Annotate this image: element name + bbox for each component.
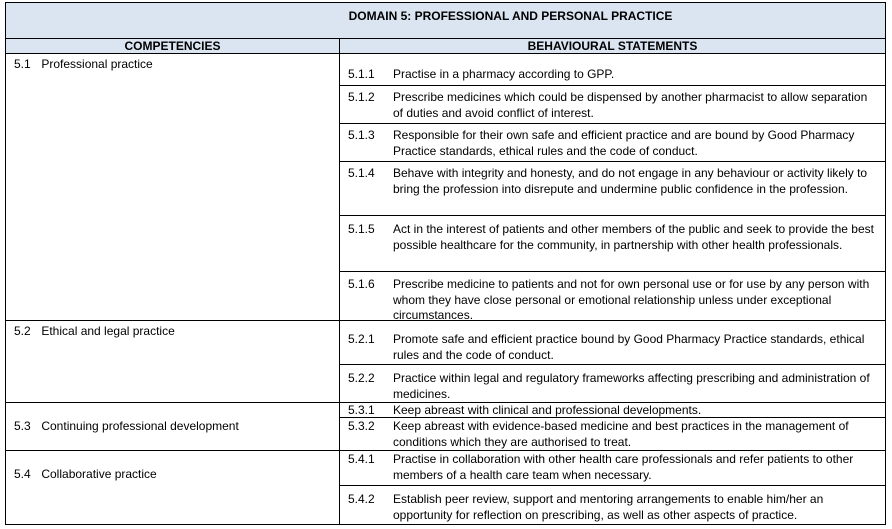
- statement-row: 5.1.6 Prescribe medicine to patients and…: [340, 272, 885, 322]
- statement-row: 5.1.1 Practise in a pharmacy according t…: [340, 54, 885, 86]
- competency-5-4: 5.4 Collaborative practice: [6, 451, 340, 524]
- competency-5-1: 5.1 Professional practice: [6, 54, 340, 321]
- statement-row: 5.3.1 Keep abreast with clinical and pro…: [340, 403, 885, 418]
- statement-row: 5.3.2 Keep abreast with evidence-based m…: [340, 418, 885, 451]
- statement-number: 5.1.5: [348, 222, 375, 236]
- statement-number: 5.3.2: [348, 419, 375, 433]
- statement-row: 5.2.2 Practice within legal and regulato…: [340, 365, 885, 403]
- statement-number: 5.1.3: [348, 128, 375, 142]
- statement-row: 5.1.3 Responsible for their own safe and…: [340, 124, 885, 162]
- competency-label: Ethical and legal practice: [41, 324, 175, 338]
- statement-text: Practise in collaboration with other hea…: [393, 452, 854, 482]
- competency-label: Professional practice: [41, 57, 153, 71]
- statement-text: Prescribe medicines which could be dispe…: [393, 90, 868, 120]
- statement-text: Promote safe and efficient practice boun…: [393, 332, 865, 362]
- statement-text: Prescribe medicine to patients and not f…: [393, 277, 870, 322]
- statement-text: Behave with integrity and honesty, and d…: [393, 166, 868, 196]
- statement-number: 5.2.2: [348, 371, 375, 385]
- statement-number: 5.1.2: [348, 90, 375, 104]
- statement-row: 5.2.1 Promote safe and efficient practic…: [340, 321, 885, 365]
- statement-row: 5.4.1 Practise in collaboration with oth…: [340, 451, 885, 486]
- statement-text: Practice within legal and regulatory fra…: [393, 371, 870, 401]
- statement-number: 5.4.2: [348, 492, 375, 506]
- statement-number: 5.1.6: [348, 277, 375, 291]
- statement-number: 5.1.1: [348, 67, 375, 81]
- statement-row: 5.1.2 Prescribe medicines which could be…: [340, 86, 885, 124]
- statement-row: 5.1.4 Behave with integrity and honesty,…: [340, 162, 885, 216]
- statement-text: Act in the interest of patients and othe…: [393, 222, 874, 252]
- statement-text: Establish peer review, support and mento…: [393, 492, 824, 522]
- statement-number: 5.3.1: [348, 403, 375, 417]
- competency-5-3: 5.3 Continuing professional development: [6, 403, 340, 451]
- competency-number: 5.4: [14, 467, 31, 481]
- competencies-column-header: COMPETENCIES: [6, 39, 340, 54]
- statement-row: 5.4.2 Establish peer review, support and…: [340, 486, 885, 524]
- statement-text: Keep abreast with clinical and professio…: [393, 403, 702, 417]
- statement-row: 5.1.5 Act in the interest of patients an…: [340, 216, 885, 272]
- competency-5-2: 5.2 Ethical and legal practice: [6, 321, 340, 403]
- statement-text: Keep abreast with evidence-based medicin…: [393, 419, 849, 449]
- statement-number: 5.2.1: [348, 332, 375, 346]
- competency-label: Continuing professional development: [41, 419, 239, 433]
- statement-number: 5.4.1: [348, 452, 375, 466]
- domain-title: DOMAIN 5: PROFESSIONAL AND PERSONAL PRAC…: [6, 3, 885, 39]
- statement-text: Responsible for their own safe and effic…: [393, 128, 855, 158]
- statements-column-header: BEHAVIOURAL STATEMENTS: [340, 39, 885, 54]
- statement-number: 5.1.4: [348, 166, 375, 180]
- competency-label: Collaborative practice: [41, 467, 157, 481]
- competency-number: 5.2: [14, 324, 31, 338]
- competency-number: 5.3: [14, 419, 31, 433]
- competency-number: 5.1: [14, 57, 31, 71]
- competency-table: DOMAIN 5: PROFESSIONAL AND PERSONAL PRAC…: [5, 2, 886, 525]
- statement-text: Practise in a pharmacy according to GPP.: [393, 67, 615, 81]
